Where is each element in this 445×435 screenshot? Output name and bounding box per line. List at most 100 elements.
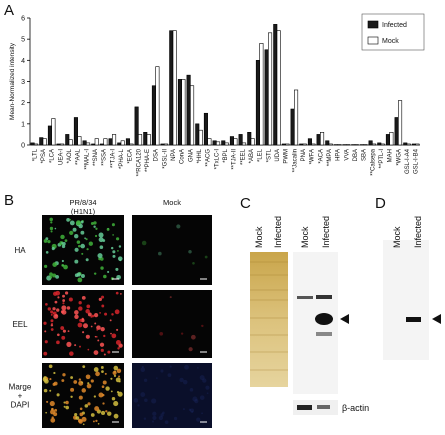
cell	[169, 296, 172, 299]
column-header: (H1N1)	[71, 207, 96, 216]
cell	[90, 379, 94, 383]
x-tick-label: *ACA	[318, 149, 324, 164]
cell	[74, 310, 79, 315]
cell	[101, 385, 105, 389]
bar	[39, 137, 44, 146]
cell	[61, 379, 65, 383]
cell	[77, 244, 81, 248]
panel-label: A	[4, 2, 14, 19]
cell	[192, 262, 195, 265]
cell	[110, 246, 114, 250]
bar	[164, 143, 169, 146]
cell	[49, 276, 53, 279]
y-tick-label: 4	[21, 58, 25, 65]
cell	[77, 418, 82, 423]
cell	[197, 366, 199, 369]
cell	[62, 329, 66, 333]
cell	[51, 322, 53, 325]
cell	[94, 335, 97, 338]
cell	[95, 336, 98, 338]
x-tick-label: SBA	[362, 149, 368, 161]
micrograph	[42, 215, 124, 285]
cell	[179, 377, 184, 383]
row-label: EEL	[12, 320, 28, 329]
column-header: PR/8/34	[69, 198, 96, 207]
cell	[43, 321, 47, 325]
cell	[94, 322, 97, 325]
cell	[60, 326, 65, 330]
cell	[112, 250, 116, 254]
bar	[372, 143, 377, 146]
cell	[159, 331, 164, 336]
bar	[224, 142, 229, 146]
cell	[79, 412, 84, 417]
cell	[54, 227, 57, 230]
cell	[66, 306, 71, 310]
panel-label: D	[375, 195, 386, 212]
cell	[56, 308, 60, 312]
cell	[79, 345, 81, 348]
lane-label: Mock	[254, 226, 264, 248]
bar	[99, 143, 104, 146]
cell	[63, 405, 66, 408]
cell	[69, 220, 75, 226]
bar	[415, 143, 420, 146]
cell	[100, 326, 105, 332]
cell	[162, 411, 165, 415]
y-tick-label: 0	[21, 143, 25, 150]
cell	[143, 417, 147, 420]
cell	[49, 272, 53, 277]
x-tick-label: DBA	[353, 149, 359, 161]
row-label: DAPI	[11, 401, 30, 410]
cell	[97, 339, 100, 342]
bar	[190, 85, 195, 146]
cell	[111, 223, 115, 227]
bar	[160, 143, 165, 146]
cell	[56, 333, 60, 337]
cell	[115, 267, 119, 271]
cell	[87, 402, 91, 406]
bar	[394, 117, 399, 146]
bar	[411, 143, 416, 146]
cell	[84, 404, 89, 408]
bar	[146, 134, 151, 146]
cell	[98, 237, 104, 243]
cell	[117, 256, 123, 261]
cell	[144, 398, 148, 403]
bar	[51, 118, 56, 146]
cell	[115, 340, 121, 345]
bar	[77, 136, 82, 146]
bar	[320, 132, 325, 146]
cell	[90, 413, 95, 417]
cell	[72, 227, 77, 232]
bar	[290, 108, 295, 146]
cell	[100, 366, 104, 369]
x-tick-label: PNA	[301, 149, 307, 161]
cell	[111, 313, 114, 316]
x-tick-label: *TxLC-I	[214, 149, 220, 170]
x-tick-label: *WGA	[396, 149, 402, 166]
x-tick-label: *AOL	[67, 148, 73, 163]
bar	[259, 43, 264, 146]
cell	[137, 404, 140, 407]
cell	[43, 239, 48, 243]
x-tick-label: UEA-I	[58, 149, 64, 165]
cell	[93, 367, 99, 372]
cell	[78, 395, 83, 400]
x-tick-label: *PSA	[41, 149, 47, 163]
cell	[43, 388, 48, 393]
bar	[229, 136, 234, 146]
cell	[61, 244, 66, 249]
cell	[79, 407, 83, 411]
cell	[57, 296, 60, 299]
bar	[181, 79, 186, 146]
cell	[86, 248, 89, 251]
x-tick-label: GSL-I-A4	[405, 148, 411, 174]
cell	[152, 411, 157, 416]
bar	[294, 89, 299, 146]
x-tick-label: *WFA	[310, 149, 316, 164]
cell	[189, 408, 195, 413]
x-tick-label: *LEL	[258, 148, 264, 162]
bar	[221, 140, 226, 146]
x-tick-label: **MAL-I	[84, 149, 90, 170]
